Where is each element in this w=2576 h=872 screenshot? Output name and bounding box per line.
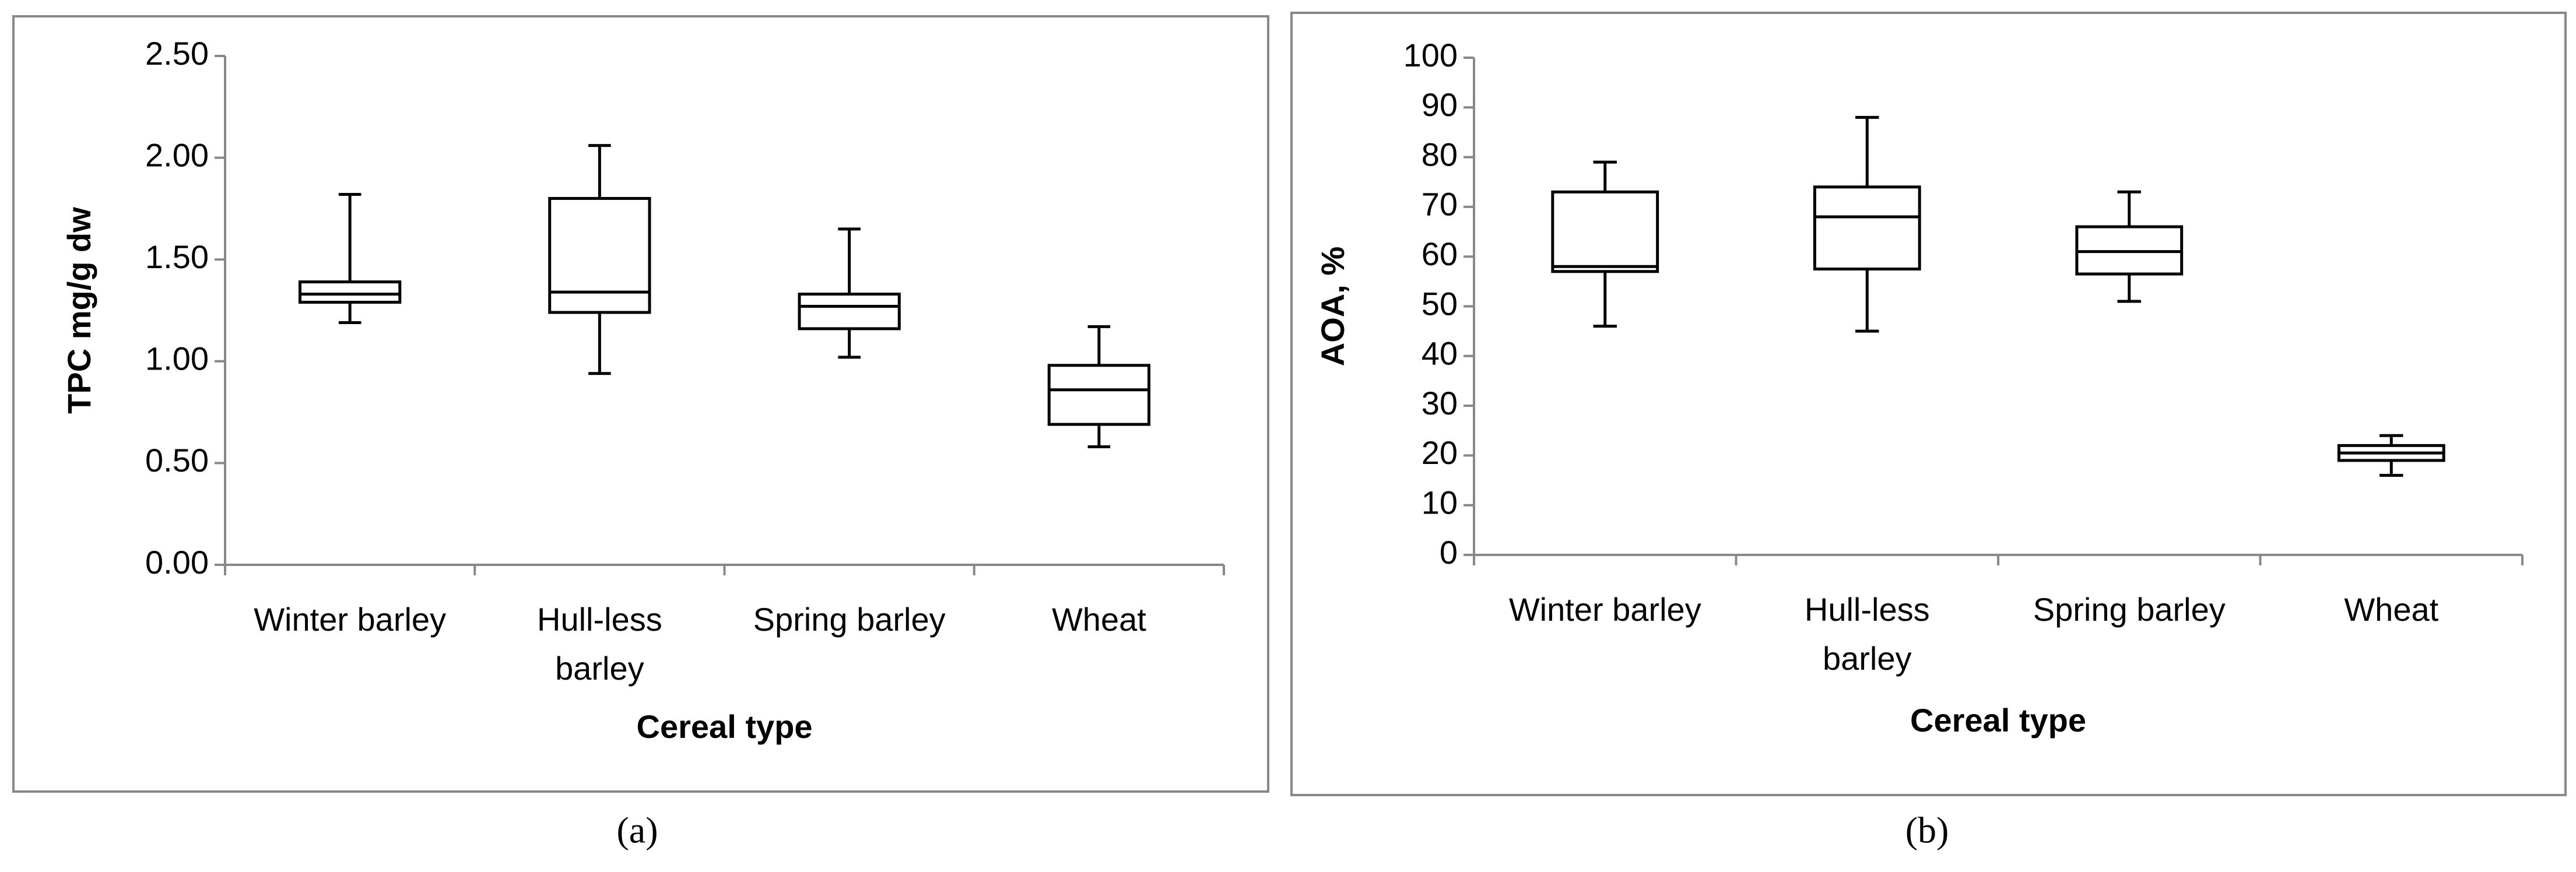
x-tick-label: Spring barley <box>753 601 946 638</box>
box <box>1813 185 1921 271</box>
y-tick-label: 60 <box>1422 235 1458 272</box>
y-tick-label: 0.00 <box>145 544 209 581</box>
x-axis-title: Cereal type <box>637 708 813 745</box>
y-tick-label: 0.50 <box>145 442 209 479</box>
x-tick-label: Hull-less barley <box>1804 591 1930 677</box>
y-axis-title: AOA, % <box>1314 247 1351 366</box>
x-tick-label: Winter barley <box>1508 591 1701 628</box>
y-tick-label: 50 <box>1422 285 1458 322</box>
box <box>798 293 901 330</box>
y-tick-label: 1.00 <box>145 340 209 377</box>
y-tick-label: 10 <box>1422 484 1458 521</box>
y-tick-label: 40 <box>1422 335 1458 372</box>
y-tick-label: 30 <box>1422 385 1458 421</box>
box <box>548 196 651 314</box>
box <box>1551 190 1659 273</box>
x-tick-label: Wheat <box>1051 601 1146 638</box>
x-tick-label: Winter barley <box>254 601 447 638</box>
y-tick-label: 80 <box>1422 136 1458 173</box>
y-axis-title: TPC mg/g dw <box>61 207 97 414</box>
chart-frame <box>12 15 1269 793</box>
x-tick-label: Spring barley <box>2033 591 2226 628</box>
y-tick-label: 2.50 <box>145 35 209 72</box>
y-tick-label: 1.50 <box>145 238 209 275</box>
box <box>1047 364 1151 426</box>
y-tick-label: 2.00 <box>145 136 209 173</box>
x-tick-label: Hull-less barley <box>537 601 662 687</box>
y-tick-label: 70 <box>1422 186 1458 223</box>
y-tick-label: 90 <box>1422 86 1458 123</box>
caption: (b) <box>1905 810 1949 851</box>
y-tick-label: 100 <box>1403 37 1458 73</box>
x-axis-title: Cereal type <box>1910 702 2086 739</box>
box <box>298 280 402 304</box>
chart-frame <box>1290 12 2567 796</box>
y-tick-label: 20 <box>1422 434 1458 471</box>
y-tick-label: 0 <box>1440 534 1458 571</box>
x-tick-label: Wheat <box>2344 591 2439 628</box>
caption: (a) <box>616 810 658 851</box>
